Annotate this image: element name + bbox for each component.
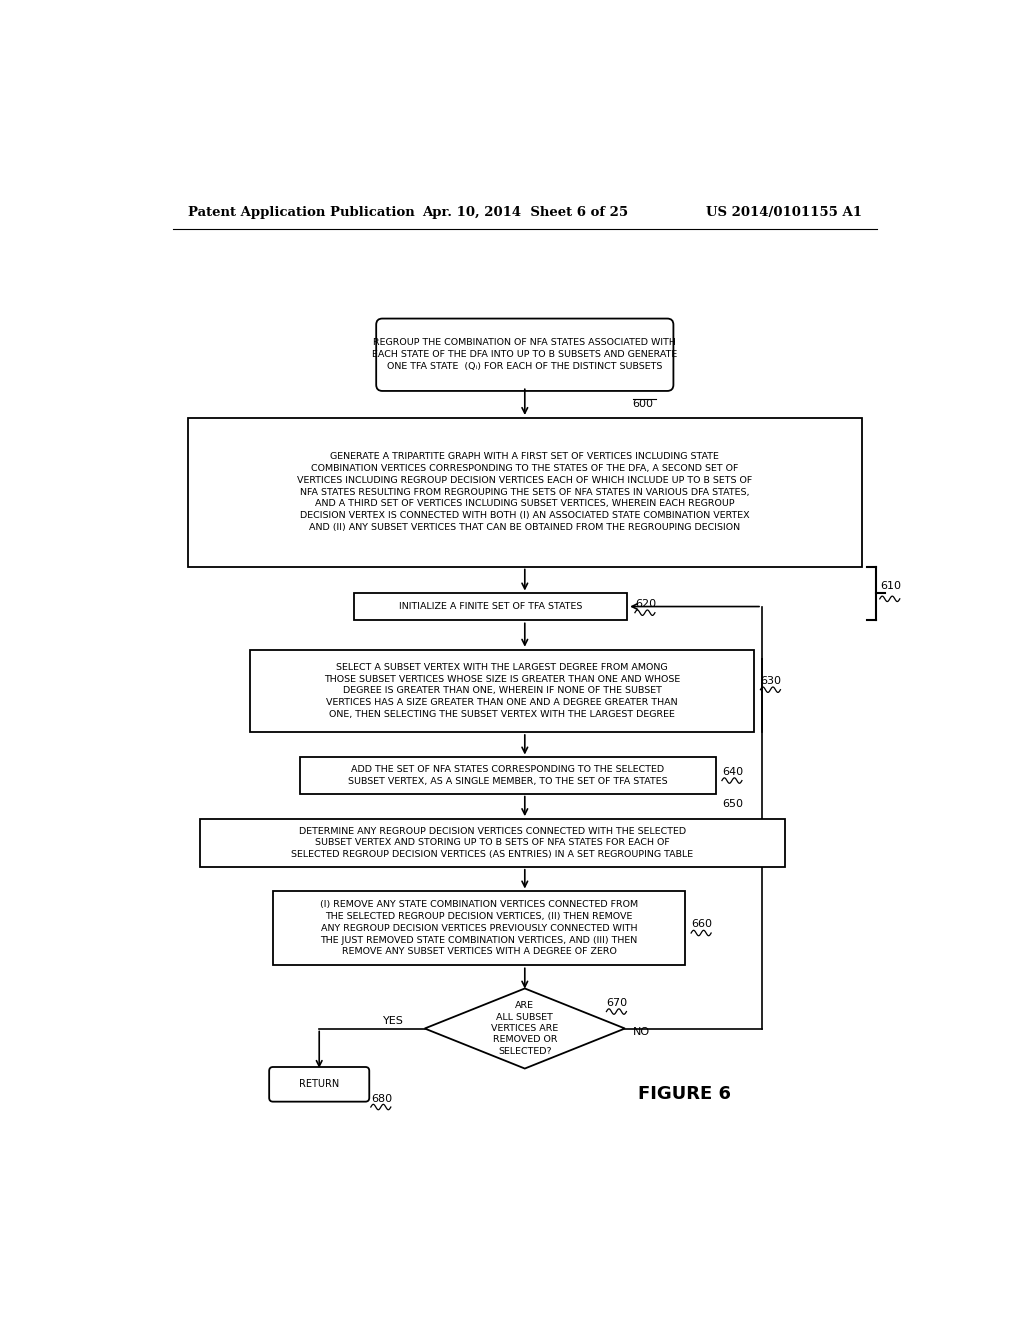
Bar <box>200 818 785 867</box>
Text: GENERATE A TRIPARTITE GRAPH WITH A FIRST SET OF VERTICES INCLUDING STATE
COMBINA: GENERATE A TRIPARTITE GRAPH WITH A FIRST… <box>297 453 753 532</box>
Bar <box>188 418 862 566</box>
Text: 650: 650 <box>722 799 743 809</box>
Text: ARE
ALL SUBSET
VERTICES ARE
REMOVED OR
SELECTED?: ARE ALL SUBSET VERTICES ARE REMOVED OR S… <box>492 1001 558 1056</box>
Text: 640: 640 <box>722 767 743 776</box>
Text: REGROUP THE COMBINATION OF NFA STATES ASSOCIATED WITH
EACH STATE OF THE DFA INTO: REGROUP THE COMBINATION OF NFA STATES AS… <box>372 338 678 371</box>
Text: 630: 630 <box>761 676 781 686</box>
Text: 660: 660 <box>691 919 712 929</box>
Text: 610: 610 <box>880 581 901 591</box>
Polygon shape <box>425 989 625 1069</box>
Text: SELECT A SUBSET VERTEX WITH THE LARGEST DEGREE FROM AMONG
THOSE SUBSET VERTICES : SELECT A SUBSET VERTEX WITH THE LARGEST … <box>324 663 680 719</box>
Text: (I) REMOVE ANY STATE COMBINATION VERTICES CONNECTED FROM
THE SELECTED REGROUP DE: (I) REMOVE ANY STATE COMBINATION VERTICE… <box>319 900 638 957</box>
Bar <box>300 758 716 793</box>
Text: DETERMINE ANY REGROUP DECISION VERTICES CONNECTED WITH THE SELECTED
SUBSET VERTE: DETERMINE ANY REGROUP DECISION VERTICES … <box>292 826 693 859</box>
Text: Apr. 10, 2014  Sheet 6 of 25: Apr. 10, 2014 Sheet 6 of 25 <box>422 206 628 219</box>
Text: RETURN: RETURN <box>299 1080 339 1089</box>
Text: INITIALIZE A FINITE SET OF TFA STATES: INITIALIZE A FINITE SET OF TFA STATES <box>398 602 583 611</box>
Text: 620: 620 <box>635 599 656 609</box>
Bar <box>354 594 628 620</box>
Text: 670: 670 <box>606 998 628 1007</box>
FancyBboxPatch shape <box>376 318 674 391</box>
Bar <box>250 649 755 733</box>
Text: FIGURE 6: FIGURE 6 <box>638 1085 731 1104</box>
Text: Patent Application Publication: Patent Application Publication <box>188 206 415 219</box>
Text: US 2014/0101155 A1: US 2014/0101155 A1 <box>707 206 862 219</box>
Text: ADD THE SET OF NFA STATES CORRESPONDING TO THE SELECTED
SUBSET VERTEX, AS A SING: ADD THE SET OF NFA STATES CORRESPONDING … <box>348 766 668 785</box>
Text: NO: NO <box>633 1027 649 1038</box>
FancyBboxPatch shape <box>269 1067 370 1102</box>
Bar <box>273 891 685 965</box>
Text: 680: 680 <box>371 1094 392 1104</box>
Text: 600: 600 <box>633 399 653 409</box>
Text: YES: YES <box>383 1016 403 1026</box>
